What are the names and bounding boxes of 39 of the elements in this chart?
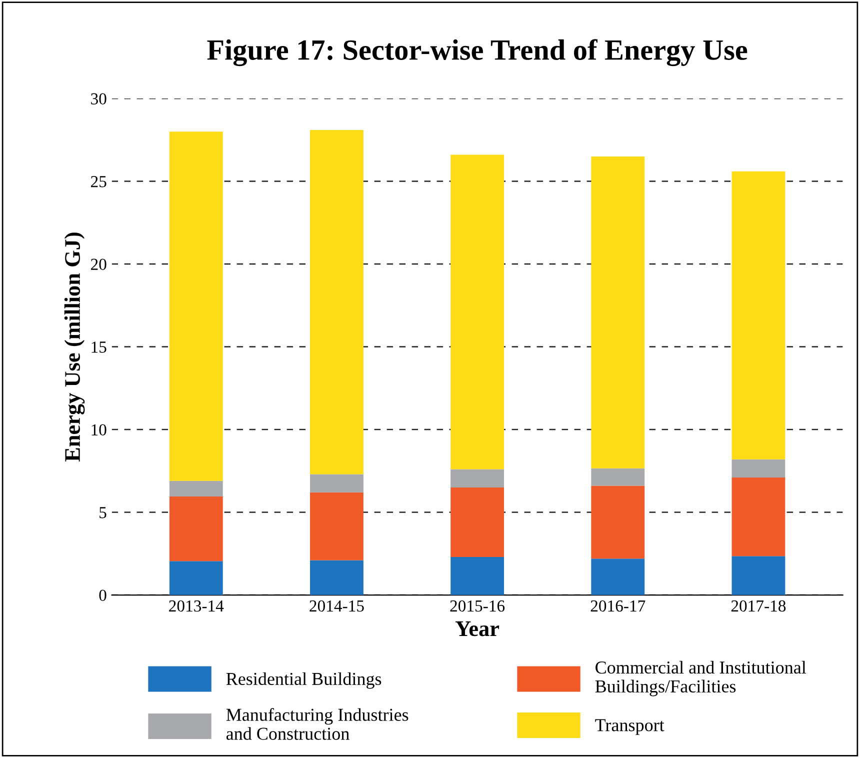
bar — [169, 132, 223, 481]
chart-title: Figure 17: Sector-wise Trend of Energy Use — [207, 39, 748, 66]
bar — [169, 561, 223, 596]
x-tick-label: 2015-16 — [450, 600, 505, 612]
y-tick-label: 25 — [91, 176, 106, 188]
y-tick-label: 5 — [100, 507, 106, 518]
y-tick-label: 15 — [92, 342, 106, 353]
x-tick-label: 2016-17 — [590, 600, 646, 612]
bar — [310, 560, 364, 596]
bar — [732, 459, 786, 478]
bar — [591, 486, 645, 559]
legend-label: Manufacturing Industries and Construction — [226, 708, 408, 740]
x-axis-title: Year — [455, 621, 500, 636]
bar — [169, 496, 223, 562]
bar — [450, 487, 504, 557]
bar — [450, 556, 504, 596]
bar — [450, 154, 504, 470]
bar — [732, 556, 786, 596]
y-tick-label: 30 — [91, 93, 106, 104]
y-tick-label: 0 — [99, 590, 106, 601]
bar — [169, 480, 223, 497]
x-tick-label: 2017-18 — [731, 600, 786, 612]
x-tick-label: 2014-15 — [310, 600, 364, 612]
bar — [591, 156, 645, 468]
x-tick-label: 2013-14 — [169, 600, 224, 612]
y-tick-label: 20 — [91, 258, 106, 270]
bar — [310, 474, 364, 492]
bar — [450, 469, 504, 488]
y-tick-label: 10 — [92, 424, 106, 436]
bar — [732, 478, 786, 556]
bar — [310, 130, 364, 474]
legend-label: Transport — [595, 719, 664, 735]
bar — [591, 468, 645, 486]
bar — [732, 171, 786, 460]
legend-label: Residential Buildings — [226, 672, 382, 689]
bar — [591, 558, 645, 596]
bar — [310, 492, 364, 560]
y-axis-title: Energy Use (million GJ) — [64, 232, 85, 462]
legend-label: Commercial and Institutional Buildings/Facilities — [595, 660, 806, 696]
